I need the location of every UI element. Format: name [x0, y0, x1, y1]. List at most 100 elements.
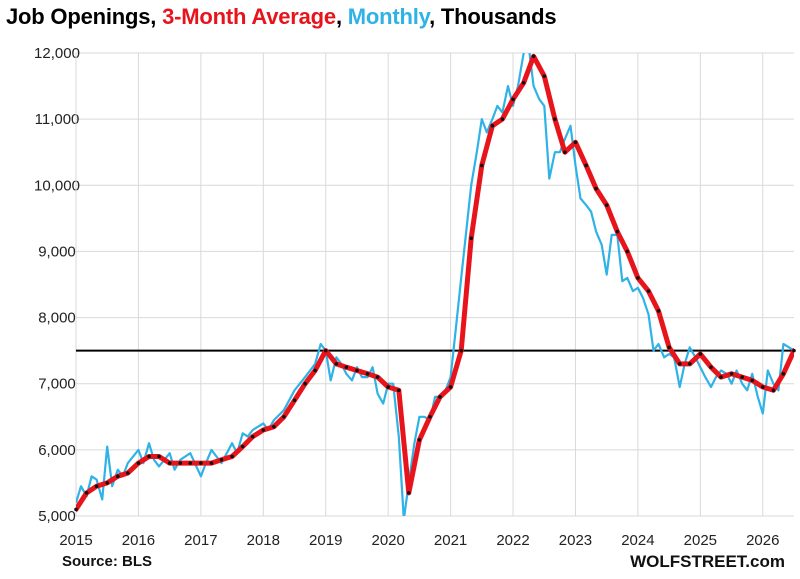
data-point-3-month-average [386, 385, 390, 389]
data-point-3-month-average [199, 461, 203, 465]
x-tick-label: 2015 [59, 532, 92, 549]
x-tick-label: 2017 [184, 532, 217, 549]
data-point-3-month-average [781, 371, 786, 376]
data-point-3-month-average [656, 309, 661, 313]
data-point-3-month-average [750, 378, 754, 383]
data-point-3-month-average [563, 150, 567, 155]
data-point-3-month-average [542, 74, 547, 78]
data-point-3-month-average [709, 365, 713, 369]
data-point-3-month-average [126, 471, 130, 475]
data-point-3-month-average [625, 249, 630, 254]
chart-title: Job Openings, 3-Month Average, Monthly, … [6, 4, 557, 30]
data-point-3-month-average [553, 117, 557, 121]
brand-label: WOLFSTREET.com [630, 552, 785, 571]
y-tick-label: 7,000 [38, 376, 76, 393]
data-point-3-month-average [74, 507, 78, 512]
x-tick-label: 2026 [746, 532, 779, 549]
data-point-3-month-average [646, 289, 651, 293]
data-point-3-month-average [448, 385, 453, 389]
data-point-3-month-average [94, 484, 99, 489]
data-point-3-month-average [417, 438, 422, 442]
title-average: 3-Month Average [162, 4, 336, 29]
data-point-3-month-average [355, 368, 359, 373]
y-tick-label: 12,000 [34, 45, 80, 62]
data-point-3-month-average [480, 163, 484, 168]
data-point-3-month-average [272, 424, 276, 429]
y-tick-label: 9,000 [38, 243, 76, 260]
x-tick-label: 2016 [122, 532, 155, 549]
data-point-3-month-average [792, 348, 796, 353]
data-point-3-month-average [719, 375, 723, 379]
x-tick-label: 2018 [247, 532, 280, 549]
data-point-3-month-average [573, 140, 578, 145]
data-point-3-month-average [760, 385, 765, 389]
data-point-3-month-average [303, 381, 307, 386]
data-point-3-month-average [531, 54, 536, 59]
data-point-3-month-average [771, 388, 776, 393]
data-point-3-month-average [615, 229, 620, 234]
data-point-3-month-average [667, 345, 671, 350]
title-part-1: Job Openings, [6, 4, 163, 29]
data-point-3-month-average [677, 362, 682, 366]
data-point-3-month-average [438, 395, 442, 399]
data-point-3-month-average [323, 348, 328, 353]
data-point-3-month-average [188, 461, 193, 465]
title-monthly: Monthly [347, 4, 430, 29]
data-point-3-month-average [334, 362, 339, 366]
data-point-3-month-average [500, 117, 505, 121]
data-point-3-month-average [687, 362, 692, 366]
data-point-3-month-average [313, 368, 317, 373]
data-point-3-month-average [261, 428, 266, 432]
y-tick-label: 8,000 [38, 310, 76, 327]
data-point-3-month-average [136, 461, 141, 465]
data-point-3-month-average [84, 491, 89, 495]
data-point-3-month-average [490, 123, 495, 128]
data-point-3-month-average [344, 365, 349, 369]
y-tick-label: 6,000 [38, 442, 76, 459]
x-tick-label: 2025 [684, 532, 717, 549]
data-point-3-month-average [469, 236, 474, 240]
data-point-3-month-average [147, 454, 151, 459]
data-point-3-month-average [636, 276, 640, 280]
series-line-monthly [76, 53, 794, 516]
data-point-3-month-average [157, 454, 161, 459]
data-point-3-month-average [105, 481, 110, 485]
title-part-3: , [335, 4, 348, 29]
data-point-3-month-average [428, 414, 432, 419]
data-point-3-month-average [219, 457, 224, 462]
data-point-3-month-average [521, 80, 526, 85]
x-tick-label: 2022 [496, 532, 529, 549]
x-tick-label: 2024 [621, 532, 654, 549]
data-point-3-month-average [698, 352, 703, 356]
data-point-3-month-average [250, 434, 255, 439]
series-line-3-month-average [76, 53, 794, 512]
data-point-3-month-average [406, 491, 411, 495]
data-point-3-month-average [292, 398, 297, 403]
data-point-3-month-average [178, 461, 183, 465]
data-point-3-month-average [594, 186, 598, 191]
data-point-3-month-average [604, 203, 609, 207]
data-point-3-month-average [396, 388, 401, 393]
data-point-3-month-average [459, 348, 464, 353]
source-label: Source: BLS [62, 553, 153, 570]
y-tick-label: 10,000 [34, 177, 80, 194]
y-tick-label: 5,000 [38, 508, 76, 525]
data-point-3-month-average [729, 371, 734, 376]
x-tick-label: 2021 [434, 532, 467, 549]
x-tick-label: 2020 [371, 532, 404, 549]
data-point-3-month-average [365, 371, 370, 376]
data-point-3-month-average [240, 444, 245, 449]
data-point-3-month-average [209, 461, 214, 465]
y-tick-label: 11,000 [35, 111, 80, 128]
title-part-5: , Thousands [429, 4, 557, 29]
data-point-3-month-average [167, 461, 172, 465]
data-point-3-month-average [740, 375, 744, 379]
data-point-3-month-average [230, 454, 234, 459]
data-point-3-month-average [511, 97, 515, 102]
x-tick-label: 2023 [559, 532, 592, 549]
data-point-3-month-average [584, 163, 588, 168]
data-point-3-month-average [116, 474, 120, 479]
x-tick-label: 2019 [309, 532, 342, 549]
data-point-3-month-average [282, 414, 286, 419]
